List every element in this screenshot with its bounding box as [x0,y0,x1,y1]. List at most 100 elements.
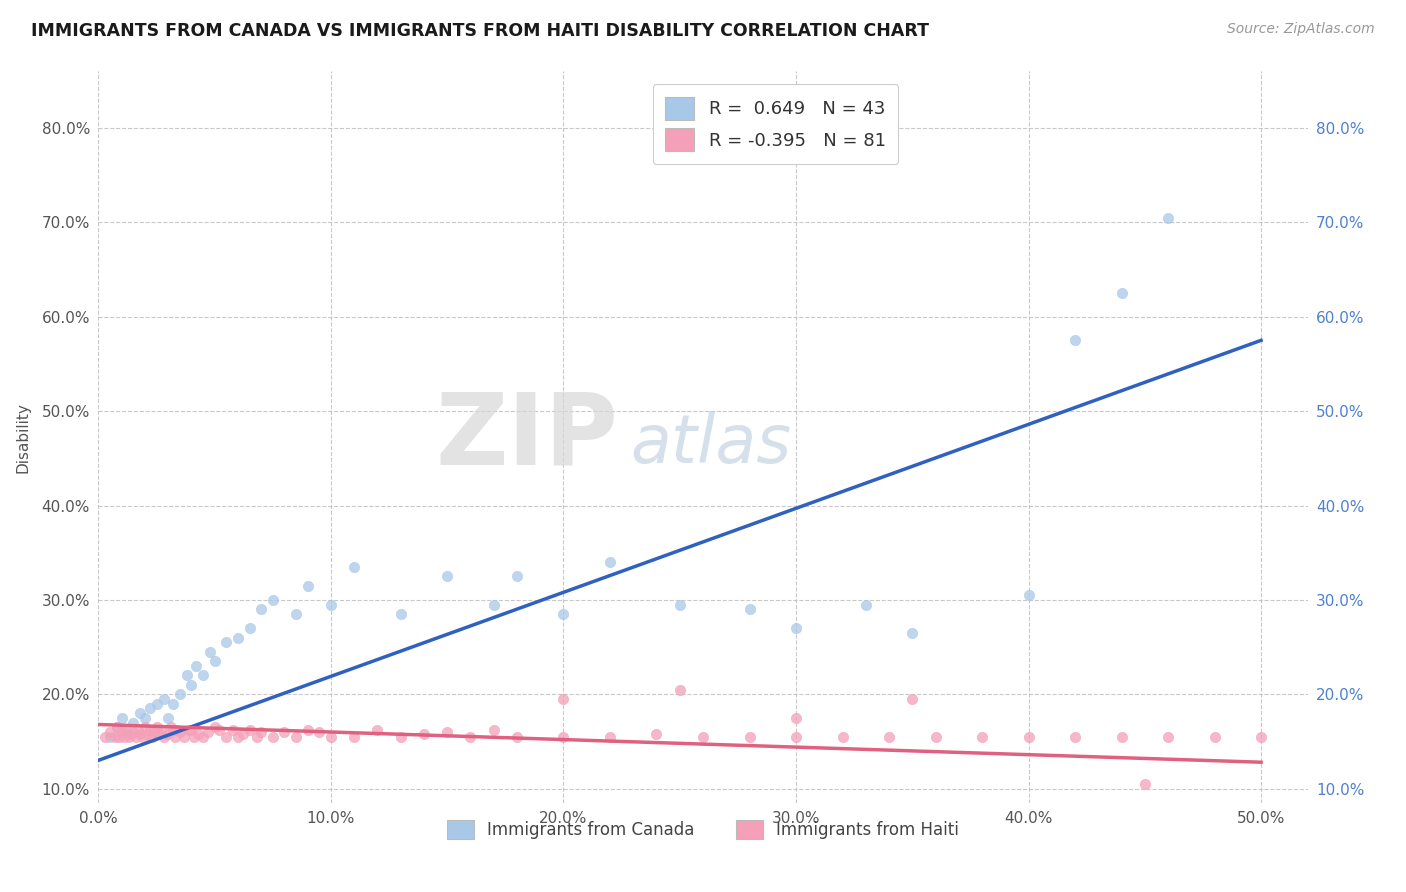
Point [1250,730,1272,744]
Point [262,730,284,744]
Text: IMMIGRANTS FROM CANADA VS IMMIGRANTS FROM HAITI DISABILITY CORRELATION CHART: IMMIGRANTS FROM CANADA VS IMMIGRANTS FRO… [31,22,929,40]
Point [204,720,226,734]
Point [204,654,226,668]
Point [226,730,249,744]
Point [173,730,195,744]
Point [169,725,191,739]
Text: atlas: atlas [630,411,792,477]
Point [179,723,201,738]
Point [1018,730,1040,744]
Point [668,682,690,697]
Point [183,730,205,744]
Point [134,711,156,725]
Point [162,723,184,738]
Point [215,730,238,744]
Point [129,727,152,741]
Point [176,668,198,682]
Point [169,687,191,701]
Point [553,692,575,706]
Point [131,730,153,744]
Point [1064,334,1087,348]
Point [273,725,295,739]
Point [215,635,238,649]
Point [785,711,807,725]
Point [145,697,167,711]
Point [105,720,128,734]
Point [506,569,529,583]
Point [166,723,188,738]
Point [148,727,170,741]
Point [482,723,505,738]
Point [118,730,141,744]
Y-axis label: Disability: Disability [15,401,31,473]
Point [738,730,761,744]
Point [389,730,412,744]
Point [389,607,412,621]
Point [970,730,993,744]
Point [208,723,231,738]
Point [285,730,308,744]
Point [129,706,152,720]
Point [191,730,214,744]
Point [136,727,159,741]
Point [115,725,138,739]
Point [436,725,458,739]
Point [98,725,121,739]
Point [180,678,202,692]
Point [112,730,135,744]
Point [1204,730,1226,744]
Point [138,723,160,738]
Point [111,725,134,739]
Point [297,579,319,593]
Point [122,725,145,739]
Point [460,730,482,744]
Point [599,730,621,744]
Point [250,725,273,739]
Point [366,723,388,738]
Point [152,692,174,706]
Point [226,631,249,645]
Point [197,725,219,739]
Point [191,668,214,682]
Point [245,730,267,744]
Point [98,730,121,744]
Point [553,730,575,744]
Point [187,727,209,741]
Point [198,645,221,659]
Point [143,725,166,739]
Point [111,711,134,725]
Point [285,607,308,621]
Point [901,692,924,706]
Point [180,723,202,738]
Point [165,730,187,744]
Point [1157,211,1180,225]
Point [232,727,254,741]
Point [122,715,145,730]
Point [104,730,127,744]
Point [343,559,366,574]
Point [506,730,529,744]
Point [1111,286,1133,301]
Point [134,720,156,734]
Point [115,723,138,738]
Point [308,725,330,739]
Point [141,730,163,744]
Point [222,723,245,738]
Point [785,730,807,744]
Legend: Immigrants from Canada, Immigrants from Haiti: Immigrants from Canada, Immigrants from … [440,814,966,846]
Point [152,730,174,744]
Point [1157,730,1180,744]
Point [553,607,575,621]
Point [877,730,900,744]
Point [297,723,319,738]
Point [162,697,184,711]
Point [157,711,180,725]
Point [319,598,342,612]
Point [108,730,131,744]
Point [138,701,160,715]
Point [413,727,436,741]
Point [855,598,877,612]
Point [239,621,262,635]
Point [250,602,273,616]
Point [105,720,128,734]
